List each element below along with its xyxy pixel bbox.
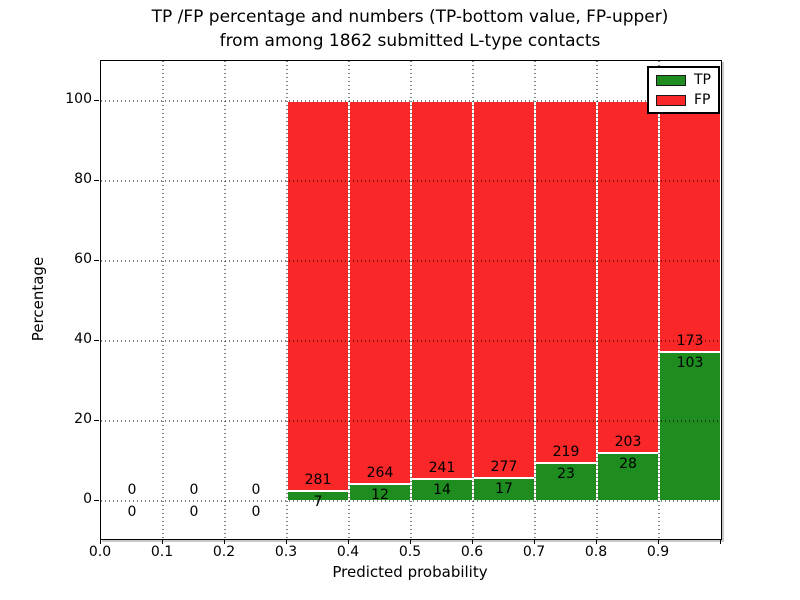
fp-count-label: 219 [552,444,580,460]
x-tick-mark [347,540,349,544]
tp-count-label: 23 [557,466,575,482]
x-tick-label: 0.5 [398,544,422,560]
plot-area: 0 0 0 0 0 0 281 7 264 12 241 14 277 17 219 23 203 28 173 10… [100,60,722,540]
x-tick-mark [409,540,411,544]
x-tick-mark [533,540,535,544]
bar-count-labels-layer: 0 0 0 0 0 0 281 7 264 12 241 14 277 17 219 23 203 28 173 10… [101,61,721,539]
y-tick-mark [94,179,99,181]
y-tick-label: 0 [83,491,92,507]
y-tick-mark [94,99,99,101]
bars-layer [101,61,721,539]
y-tick-label: 100 [65,91,92,107]
y-tick-mark [94,339,99,341]
x-tick-mark [657,540,659,544]
legend-row: FP [656,93,711,107]
x-tick-mark [595,540,597,544]
x-tick-mark [285,540,287,544]
x-tick-mark [99,540,101,544]
bar-tp-segment [535,463,597,501]
chart-title-line1: TP /FP percentage and numbers (TP-bottom… [151,7,669,27]
tp-count-label: 0 [189,504,199,520]
bar-fp-segment [659,101,721,352]
bar-fp-segment [349,101,411,484]
x-tick-mark [719,540,721,544]
x-axis-label: Predicted probability [332,563,488,581]
tp-count-label: 7 [313,494,323,511]
tp-count-label: 103 [676,354,704,371]
bar-fp-segment [287,101,349,492]
tp-count-label: 12 [371,486,389,503]
x-tick-mark [471,540,473,544]
legend-label: FP [694,92,711,108]
x-tick-label: 0.2 [212,544,236,560]
x-tick-label: 0.9 [646,544,670,560]
x-tick-label: 0.7 [522,544,546,560]
x-tick-label: 0.1 [150,544,174,560]
bar-fp-segment [411,101,473,480]
tp-legend-swatch [656,74,686,86]
bar-tp-segment [597,452,659,501]
fp-count-label: 0 [189,482,199,498]
tp-count-label: 14 [433,482,451,499]
tp-count-label: 0 [127,504,137,520]
y-axis-label: Percentage [29,256,47,342]
fp-count-label: 173 [676,332,704,349]
legend: TP FP [647,66,720,114]
y-tick-label: 20 [74,411,92,427]
fp-count-label: 203 [614,433,642,450]
tp-count-label: 17 [495,480,513,497]
fp-count-label: 281 [304,472,332,489]
chart-title: TP /FP percentage and numbers (TP-bottom… [100,6,720,53]
y-tick-mark [94,259,99,261]
x-tick-label: 0.0 [88,544,112,560]
fp-count-label: 241 [428,460,456,477]
chart-title-line2: from among 1862 submitted L-type contact… [219,30,601,51]
y-tick-label: 80 [74,171,92,187]
bar-fp-segment [473,101,535,478]
x-tick-label: 0.6 [460,544,484,560]
fp-count-label: 264 [366,464,394,481]
tp-count-label: 28 [619,455,637,472]
x-tick-mark [223,540,225,544]
bar-tp-segment [659,351,721,501]
fp-count-label: 0 [251,482,261,498]
bar-fp-segment [597,101,659,453]
bar-fp-segment [535,101,597,463]
fp-count-label: 0 [127,482,137,498]
y-tick-label: 60 [74,251,92,267]
x-tick-label: 0.8 [584,544,608,560]
y-tick-mark [94,499,99,501]
y-tick-mark [94,419,99,421]
tp-count-label: 0 [251,504,261,520]
x-tick-label: 0.3 [274,544,298,560]
x-tick-label: 0.4 [336,544,360,560]
x-tick-mark [161,540,163,544]
legend-row: TP [656,73,711,87]
fp-legend-swatch [656,94,686,106]
y-tick-label: 40 [74,331,92,347]
legend-label: TP [694,72,711,88]
fp-count-label: 277 [490,458,518,475]
